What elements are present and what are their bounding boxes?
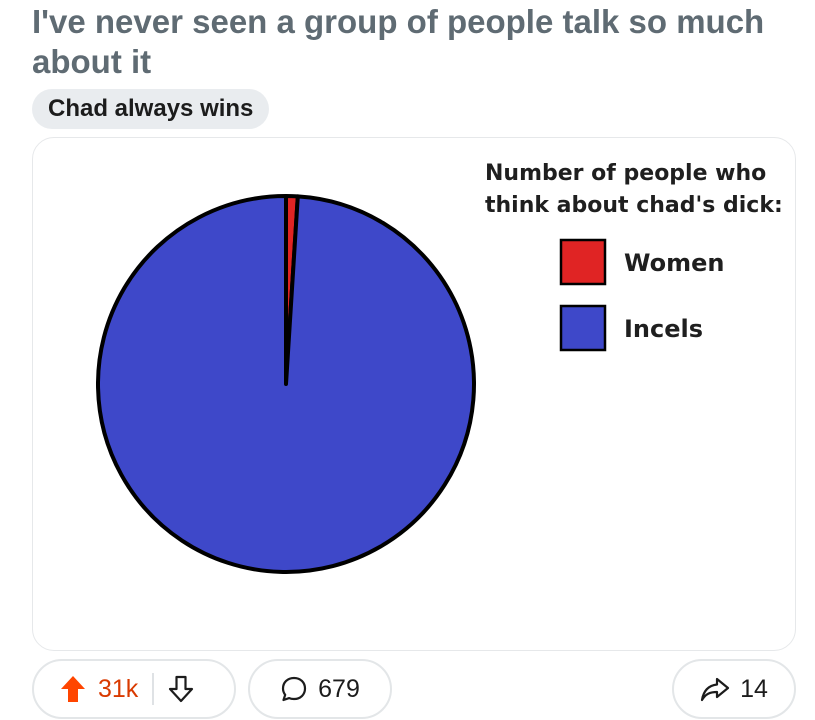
flair-label: Chad always wins	[48, 95, 254, 122]
comment-count: 679	[318, 674, 360, 703]
upvote-icon[interactable]	[60, 675, 86, 703]
upvote-count: 31k	[98, 674, 139, 703]
chart-title-line-1: Number of people who	[485, 161, 766, 186]
legend-swatch-women	[559, 238, 607, 286]
share-button[interactable]: 14	[672, 659, 796, 719]
comments-button[interactable]: 679	[248, 659, 392, 719]
share-icon	[700, 675, 730, 703]
pie-slice-incels	[96, 194, 476, 574]
downvote-icon[interactable]	[168, 675, 194, 703]
post-image[interactable]: Number of people who think about chad's …	[32, 137, 796, 651]
post-flair[interactable]: Chad always wins	[32, 89, 270, 129]
vote-control: 31k	[32, 659, 236, 719]
vote-divider	[152, 673, 155, 705]
comment-icon	[280, 675, 308, 703]
legend-label-women: Women	[624, 249, 724, 277]
legend-label-incels: Incels	[624, 315, 703, 343]
post-title: I've never seen a group of people talk s…	[32, 3, 765, 80]
action-bar: 31k 679 14	[32, 659, 796, 719]
share-count: 14	[740, 674, 768, 703]
legend-swatch-incels	[559, 304, 607, 352]
pie-chart: Number of people who think about chad's …	[96, 161, 783, 574]
chart-title-line-2: think about chad's dick:	[485, 193, 783, 218]
